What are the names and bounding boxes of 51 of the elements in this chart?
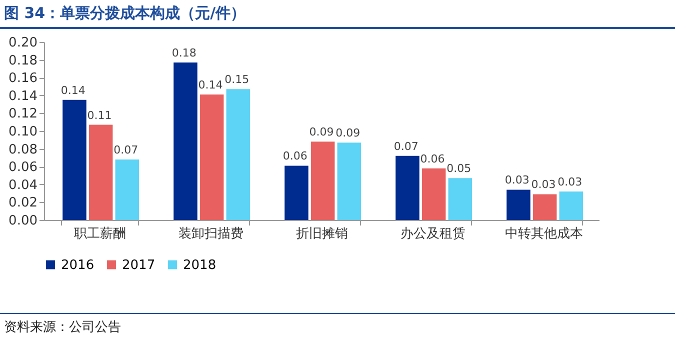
x-tick-label: 中转其他成本 [505, 226, 583, 242]
y-tick-label: 0.06 [8, 160, 38, 176]
bar [226, 89, 250, 220]
y-tick-label: 0.00 [8, 214, 38, 228]
bar [88, 124, 113, 220]
legend-label: 2016 [61, 258, 94, 273]
y-tick-label: 0.02 [8, 196, 38, 211]
data-label: 0.06 [420, 152, 445, 166]
data-label: 0.09 [309, 126, 334, 139]
legend-label: 2017 [122, 258, 156, 273]
legend-label: 2018 [183, 258, 216, 273]
data-label: 0.18 [172, 46, 196, 60]
bar [506, 190, 530, 220]
y-tick-label: 0.18 [8, 53, 38, 68]
x-tick-label: 职工薪酬 [74, 226, 126, 242]
data-label: 0.09 [336, 126, 360, 140]
y-tick-label: 0.04 [8, 178, 38, 193]
y-tick-label: 0.08 [8, 142, 38, 158]
y-tick-label: 0.20 [8, 36, 38, 50]
y-tick-label: 0.10 [8, 124, 38, 140]
data-label: 0.07 [114, 143, 138, 156]
bar [62, 100, 86, 220]
y-tick-label: 0.14 [8, 88, 38, 104]
data-label: 0.06 [282, 150, 308, 163]
bar [337, 142, 362, 220]
bar [284, 166, 308, 220]
data-label: 0.05 [446, 162, 472, 176]
data-label: 0.07 [394, 140, 418, 153]
x-tick-label: 装卸扫描费 [178, 226, 244, 242]
bar [532, 194, 557, 220]
data-label: 0.14 [60, 84, 86, 97]
bar [559, 192, 584, 220]
x-tick-label: 办公及租赁 [400, 226, 466, 242]
data-label: 0.15 [224, 73, 250, 86]
bar [422, 168, 446, 220]
data-label: 0.03 [504, 174, 530, 187]
text: 资料来源：公司公告 [4, 319, 121, 336]
data-label: 0.11 [87, 108, 112, 122]
bar [174, 62, 198, 220]
bar [115, 159, 140, 220]
y-tick-label: 0.12 [8, 106, 38, 122]
bar [396, 156, 420, 220]
bar [310, 142, 335, 220]
chart-title: 图 34：单票分拨成本构成（元/件） [4, 4, 246, 23]
x-tick-label: 折旧摊销 [296, 226, 348, 242]
bar [448, 178, 472, 220]
bar [200, 94, 224, 220]
data-label: 0.03 [531, 178, 556, 192]
data-label: 0.03 [558, 176, 582, 189]
data-label: 0.14 [198, 78, 223, 92]
y-tick-label: 0.16 [8, 71, 38, 86]
